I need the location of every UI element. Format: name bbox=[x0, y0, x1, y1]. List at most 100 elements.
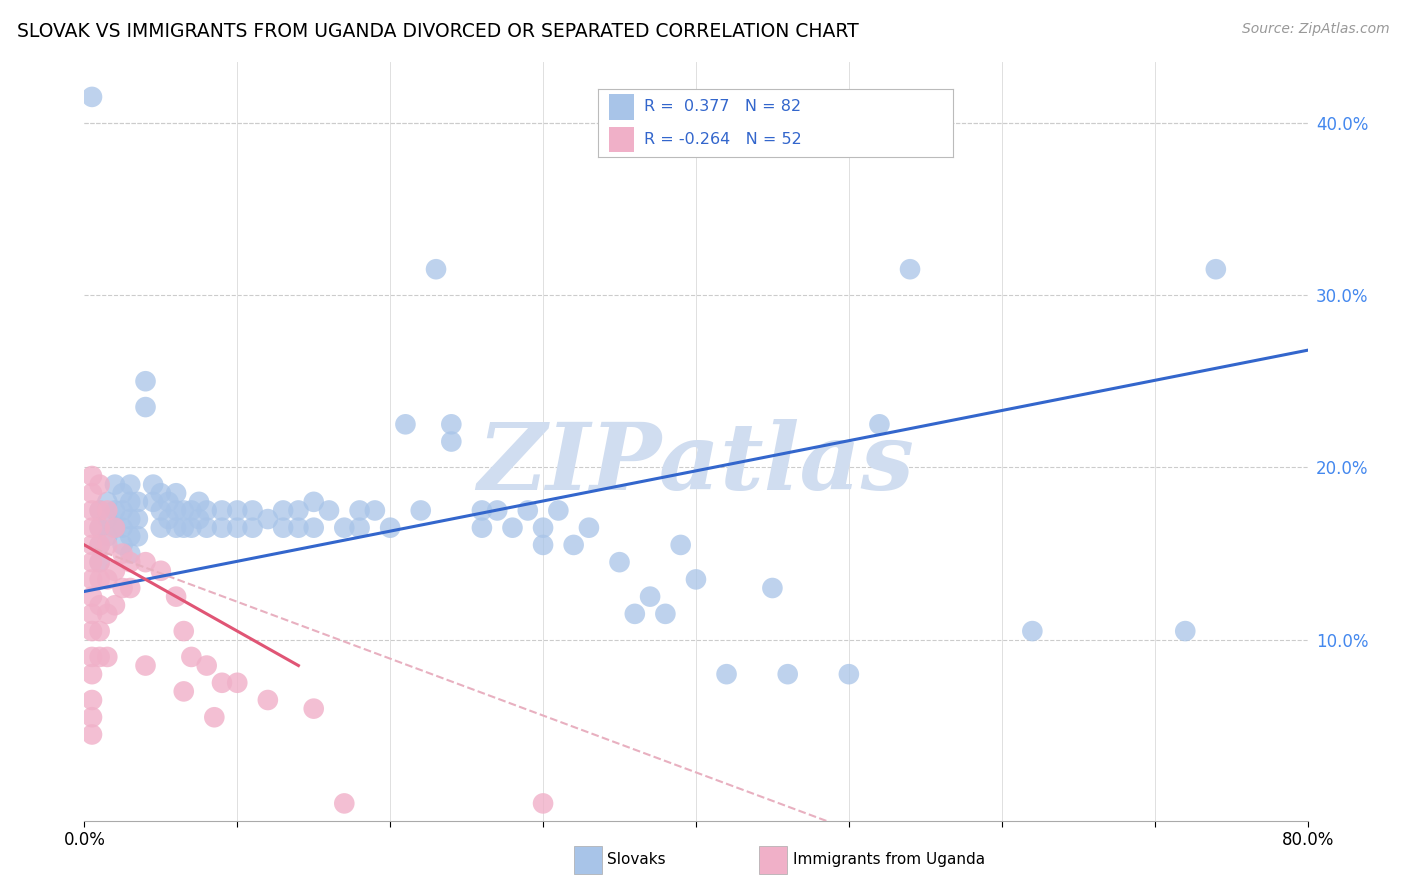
Point bbox=[349, 521, 371, 535]
Point bbox=[80, 521, 103, 535]
Text: ZIPatlas: ZIPatlas bbox=[478, 419, 914, 509]
Point bbox=[271, 503, 294, 517]
Point bbox=[685, 573, 707, 587]
Point bbox=[149, 486, 172, 500]
Point bbox=[127, 529, 149, 543]
Point bbox=[257, 512, 280, 526]
Point bbox=[89, 573, 111, 587]
Point bbox=[111, 581, 134, 595]
Point bbox=[364, 503, 387, 517]
Point bbox=[89, 555, 111, 569]
Point bbox=[149, 521, 172, 535]
Point bbox=[333, 797, 356, 811]
Point bbox=[531, 797, 554, 811]
Point bbox=[80, 649, 103, 664]
Point bbox=[471, 503, 494, 517]
Point bbox=[195, 521, 218, 535]
Point bbox=[211, 675, 233, 690]
Point bbox=[80, 573, 103, 587]
Point bbox=[654, 607, 676, 621]
Point bbox=[89, 521, 111, 535]
Point bbox=[1205, 262, 1227, 277]
Point bbox=[120, 581, 142, 595]
Point bbox=[80, 667, 103, 681]
Point bbox=[898, 262, 921, 277]
Point bbox=[349, 503, 371, 517]
Point bbox=[80, 624, 103, 639]
Point bbox=[96, 649, 118, 664]
Point bbox=[173, 684, 195, 698]
Point bbox=[111, 521, 134, 535]
Point bbox=[127, 495, 149, 509]
Point bbox=[80, 590, 103, 604]
Point bbox=[578, 521, 600, 535]
Point bbox=[638, 590, 661, 604]
Point bbox=[89, 503, 111, 517]
Point bbox=[180, 503, 202, 517]
Point bbox=[838, 667, 860, 681]
Point bbox=[425, 262, 447, 277]
Point bbox=[111, 503, 134, 517]
Point bbox=[80, 90, 103, 104]
Point bbox=[226, 521, 249, 535]
Point bbox=[516, 503, 538, 517]
Point bbox=[380, 521, 402, 535]
Point bbox=[242, 521, 264, 535]
Point bbox=[80, 607, 103, 621]
Point bbox=[195, 503, 218, 517]
Point bbox=[120, 555, 142, 569]
Point bbox=[120, 495, 142, 509]
Point bbox=[394, 417, 416, 432]
Point bbox=[104, 521, 127, 535]
Point bbox=[409, 503, 432, 517]
Point bbox=[80, 503, 103, 517]
Point bbox=[188, 512, 211, 526]
Point bbox=[318, 503, 340, 517]
Point bbox=[157, 512, 180, 526]
Point bbox=[202, 710, 225, 724]
Point bbox=[257, 693, 280, 707]
Point bbox=[89, 599, 111, 613]
Point bbox=[302, 701, 325, 715]
Text: Immigrants from Uganda: Immigrants from Uganda bbox=[793, 853, 986, 867]
Point bbox=[80, 555, 103, 569]
Point bbox=[96, 607, 118, 621]
Point bbox=[96, 573, 118, 587]
Point bbox=[531, 538, 554, 552]
Point bbox=[180, 521, 202, 535]
Y-axis label: Divorced or Separated: Divorced or Separated bbox=[0, 348, 8, 535]
Point bbox=[195, 658, 218, 673]
Point bbox=[135, 555, 157, 569]
Point bbox=[96, 503, 118, 517]
Point bbox=[226, 675, 249, 690]
Point bbox=[165, 590, 187, 604]
Point bbox=[149, 564, 172, 578]
Point bbox=[104, 477, 127, 491]
Point bbox=[89, 555, 111, 569]
Point bbox=[120, 547, 142, 561]
Point bbox=[624, 607, 647, 621]
Point bbox=[104, 564, 127, 578]
Text: Slovaks: Slovaks bbox=[607, 853, 666, 867]
Point bbox=[135, 374, 157, 388]
Point bbox=[165, 503, 187, 517]
Point bbox=[333, 521, 356, 535]
Point bbox=[80, 727, 103, 741]
Point bbox=[302, 495, 325, 509]
Point bbox=[188, 495, 211, 509]
Text: SLOVAK VS IMMIGRANTS FROM UGANDA DIVORCED OR SEPARATED CORRELATION CHART: SLOVAK VS IMMIGRANTS FROM UGANDA DIVORCE… bbox=[17, 22, 859, 41]
Point bbox=[271, 521, 294, 535]
Point bbox=[440, 434, 463, 449]
Point bbox=[89, 503, 111, 517]
Point bbox=[562, 538, 585, 552]
Point bbox=[531, 521, 554, 535]
Point bbox=[111, 547, 134, 561]
Point bbox=[104, 503, 127, 517]
Point bbox=[89, 538, 111, 552]
Point bbox=[302, 521, 325, 535]
Point bbox=[120, 512, 142, 526]
Bar bbox=[574, 846, 602, 874]
Point bbox=[165, 486, 187, 500]
Point bbox=[120, 529, 142, 543]
Point bbox=[104, 599, 127, 613]
